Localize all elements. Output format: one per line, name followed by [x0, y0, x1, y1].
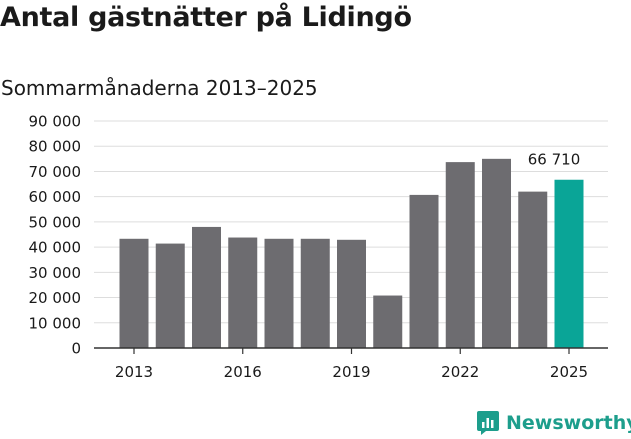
x-tick-label: 2025: [550, 363, 588, 381]
brand-name: Newsworthy: [506, 412, 631, 434]
y-tick-label: 0: [71, 340, 81, 358]
data-labels: 66 710: [528, 151, 581, 169]
y-axis-tick-labels: 0 10 000 20 000 30 000 40 000 50 000 60 000 70 …: [29, 113, 82, 358]
chart-title: Antal gästnätter på Lidingö: [0, 2, 412, 33]
bar-2016: [228, 237, 258, 348]
x-tick-label: 2022: [441, 363, 479, 381]
y-tick-label: 30 000: [29, 264, 82, 282]
y-tick-label: 50 000: [29, 213, 82, 231]
bar-2025: [554, 179, 584, 348]
bar-2021: [409, 194, 439, 348]
y-tick-label: 10 000: [29, 314, 82, 332]
bar-2015: [192, 226, 221, 348]
y-tick-label: 70 000: [29, 163, 82, 181]
bar-2023: [482, 158, 511, 348]
bar-2017: [264, 238, 294, 348]
bar-2014: [155, 243, 185, 348]
bar-2013: [119, 238, 149, 348]
bar-2020: [373, 295, 403, 348]
newsworthy-brand: Newsworthy: [476, 409, 631, 437]
y-tick-label: 80 000: [29, 138, 82, 156]
bars: [119, 158, 584, 348]
data-label: 66 710: [528, 151, 581, 169]
bar-2019: [337, 239, 366, 348]
bar-2024: [518, 191, 548, 348]
bar-2018: [300, 238, 330, 348]
x-axis-tick-labels: 2013 2016 2019 2022 2025: [115, 348, 588, 381]
bar-2022: [445, 162, 475, 348]
chart-subtitle: Sommarmånaderna 2013–2025: [1, 76, 318, 100]
x-tick-label: 2019: [332, 363, 370, 381]
newsworthy-logo-icon: [477, 411, 499, 435]
y-tick-label: 40 000: [29, 239, 82, 257]
x-tick-label: 2013: [115, 363, 153, 381]
y-tick-label: 90 000: [29, 113, 82, 131]
x-tick-label: 2016: [224, 363, 262, 381]
y-tick-label: 60 000: [29, 188, 82, 206]
y-tick-label: 20 000: [29, 289, 82, 307]
